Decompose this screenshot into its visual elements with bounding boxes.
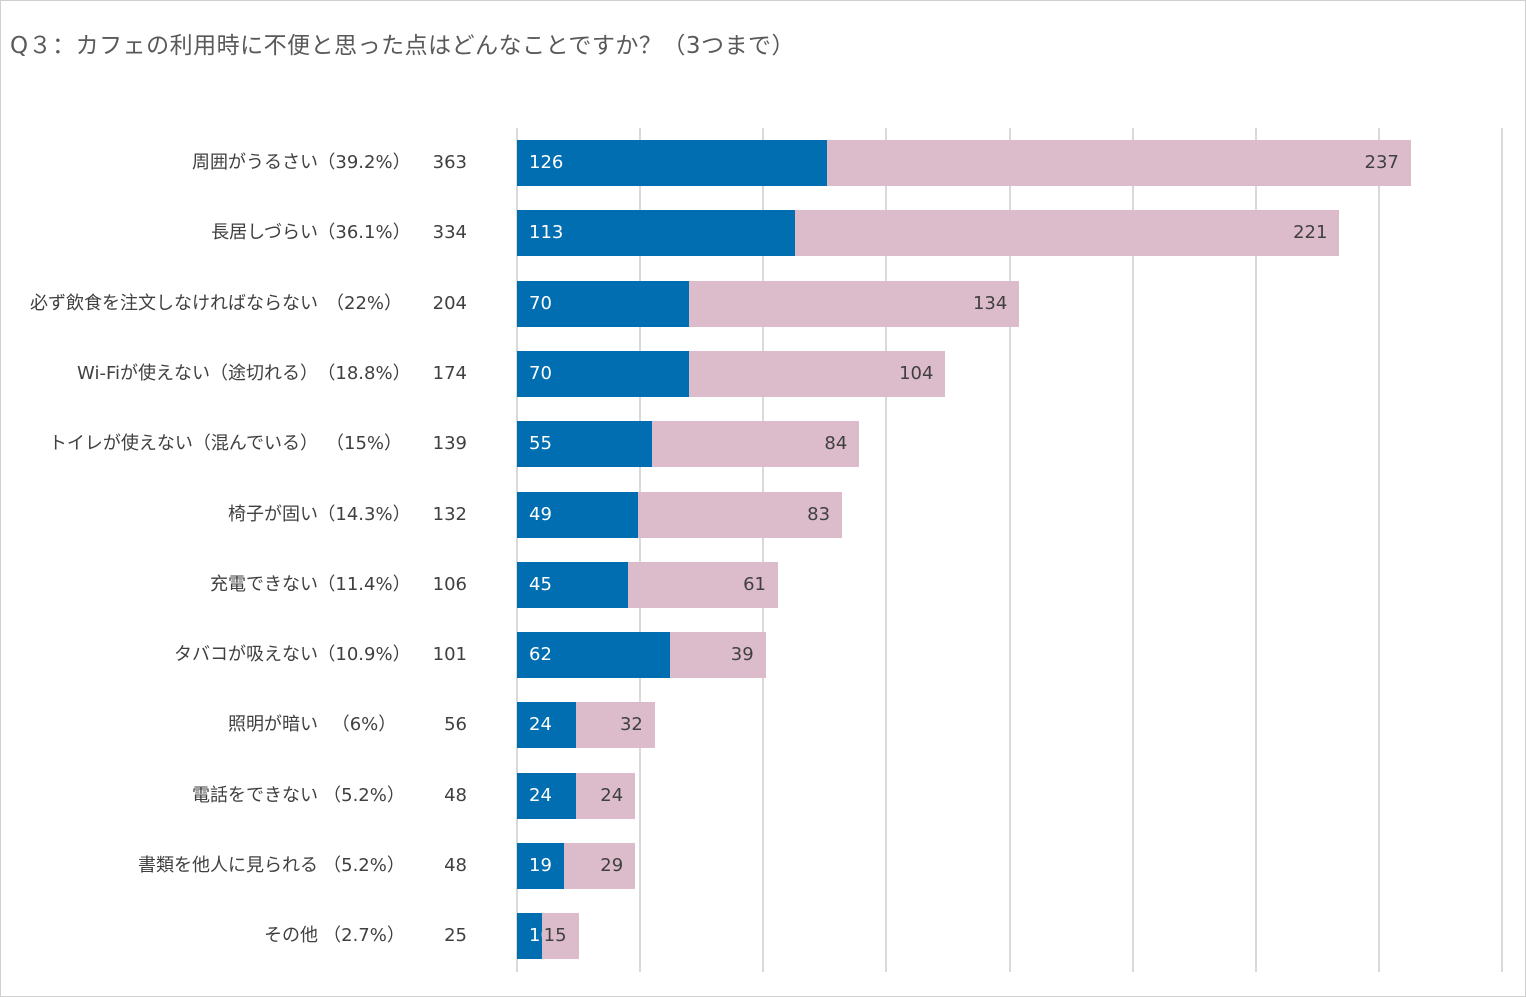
category-label: 周囲がうるさい: [192, 152, 318, 173]
bar-series1: [517, 140, 828, 186]
value-label-series2: 61: [743, 573, 767, 595]
gridline: [1501, 128, 1503, 972]
value-label-series1: 45: [529, 573, 552, 595]
category-label: その他: [264, 925, 318, 947]
value-label-series2: 84: [824, 433, 848, 455]
bar-series2: [627, 561, 779, 608]
gridline: [885, 128, 888, 972]
value-label-series1: 70: [529, 362, 552, 384]
category-label: Wi-Fiが使えない（途切れる）: [77, 362, 318, 384]
value-label-series1: 24: [529, 714, 552, 736]
value-label-series1: 70: [529, 292, 552, 314]
value-label-series1: 55: [529, 433, 552, 455]
category-label: タバコが吸えない: [174, 644, 318, 666]
value-label-series2: 15: [543, 925, 567, 947]
gridline: [639, 128, 642, 972]
total-label: 56: [444, 714, 467, 736]
percent-label: （18.8%）: [317, 362, 411, 384]
bar-series1: [517, 350, 690, 397]
bar-series2: [652, 421, 860, 468]
category-label: 椅子が固い: [228, 503, 318, 525]
total-label: 101: [432, 644, 467, 666]
bar-series2: [576, 772, 636, 819]
value-label-series2: 221: [1293, 222, 1328, 244]
bar-series1: [517, 632, 670, 679]
total-label: 363: [432, 152, 467, 173]
value-label-series2: 24: [600, 784, 624, 806]
bar-series2: [576, 702, 655, 749]
chart-title: Q３：カフェの利用時に不便と思った点はどんなことですか？（3つまで）: [10, 33, 796, 59]
bar-series2: [669, 632, 766, 679]
percent-label: （36.1%）: [317, 222, 411, 244]
value-label-series2: 104: [899, 362, 934, 384]
bar-series2: [795, 210, 1340, 257]
percent-label: （5.2%）: [323, 855, 405, 876]
value-label-series1: 19: [529, 855, 552, 876]
category-label: 長居しづらい: [211, 222, 318, 244]
value-label-series1: 126: [529, 152, 564, 173]
category-label: 充電できない: [210, 573, 318, 595]
bar-series2: [827, 140, 1411, 186]
percent-label: （6%）: [331, 714, 397, 736]
gridline: [1254, 128, 1257, 972]
percent-label: （22%）: [325, 292, 403, 314]
category-label: 書類を他人に見られる: [138, 855, 318, 876]
total-label: 132: [432, 503, 467, 525]
total-label: 48: [444, 855, 467, 876]
bar-series2: [541, 913, 579, 960]
gridline: [1131, 128, 1134, 972]
percent-label: （5.2%）: [323, 784, 405, 806]
value-label-series1: 62: [529, 644, 552, 666]
gridline: [516, 128, 518, 972]
percent-label: （2.7%）: [323, 925, 405, 947]
value-label-series2: 237: [1364, 152, 1399, 173]
gridline: [1377, 128, 1380, 972]
total-label: 25: [444, 925, 467, 947]
bar-series2: [637, 491, 843, 538]
total-label: 106: [432, 573, 467, 595]
bar-series1: [517, 491, 638, 538]
category-label: トイレが使えない（混んでいる）: [48, 433, 318, 455]
bar-series2: [689, 350, 946, 397]
bar-series1: [517, 913, 542, 960]
percent-label: （10.9%）: [317, 644, 411, 666]
category-label: 必ず飲食を注文しなければならない: [30, 292, 318, 314]
value-label-series1: 113: [529, 222, 564, 244]
bar-series1: [517, 280, 690, 327]
total-label: 139: [432, 433, 467, 455]
bar-series1: [517, 421, 653, 468]
bar-series1: [517, 702, 577, 749]
bar-series2: [563, 843, 636, 889]
total-label: 204: [432, 292, 467, 314]
value-label-series2: 39: [730, 644, 754, 666]
category-label: 照明が暗い: [228, 714, 318, 736]
percent-label: （39.2%）: [317, 152, 411, 173]
percent-label: （11.4%）: [317, 573, 411, 595]
bar-series1: [517, 843, 564, 889]
gridline: [762, 128, 765, 972]
total-label: 334: [432, 222, 467, 244]
percent-label: （15%）: [325, 433, 403, 455]
bar-series1: [517, 561, 628, 608]
total-label: 174: [432, 362, 467, 384]
value-label-series2: 134: [972, 292, 1008, 314]
bar-series2: [689, 280, 1020, 327]
value-label-series2: 83: [807, 503, 831, 525]
value-label-series1: 24: [529, 784, 552, 806]
value-label-series2: 32: [619, 714, 643, 736]
bar-series1: [517, 772, 577, 819]
value-label-series1: 49: [529, 503, 552, 525]
total-label: 48: [444, 784, 467, 806]
percent-label: （14.3%）: [317, 503, 411, 525]
value-label-series2: 29: [600, 855, 624, 876]
category-label: 電話をできない: [192, 784, 318, 806]
gridline: [1008, 128, 1011, 972]
bar-series1: [517, 210, 796, 257]
